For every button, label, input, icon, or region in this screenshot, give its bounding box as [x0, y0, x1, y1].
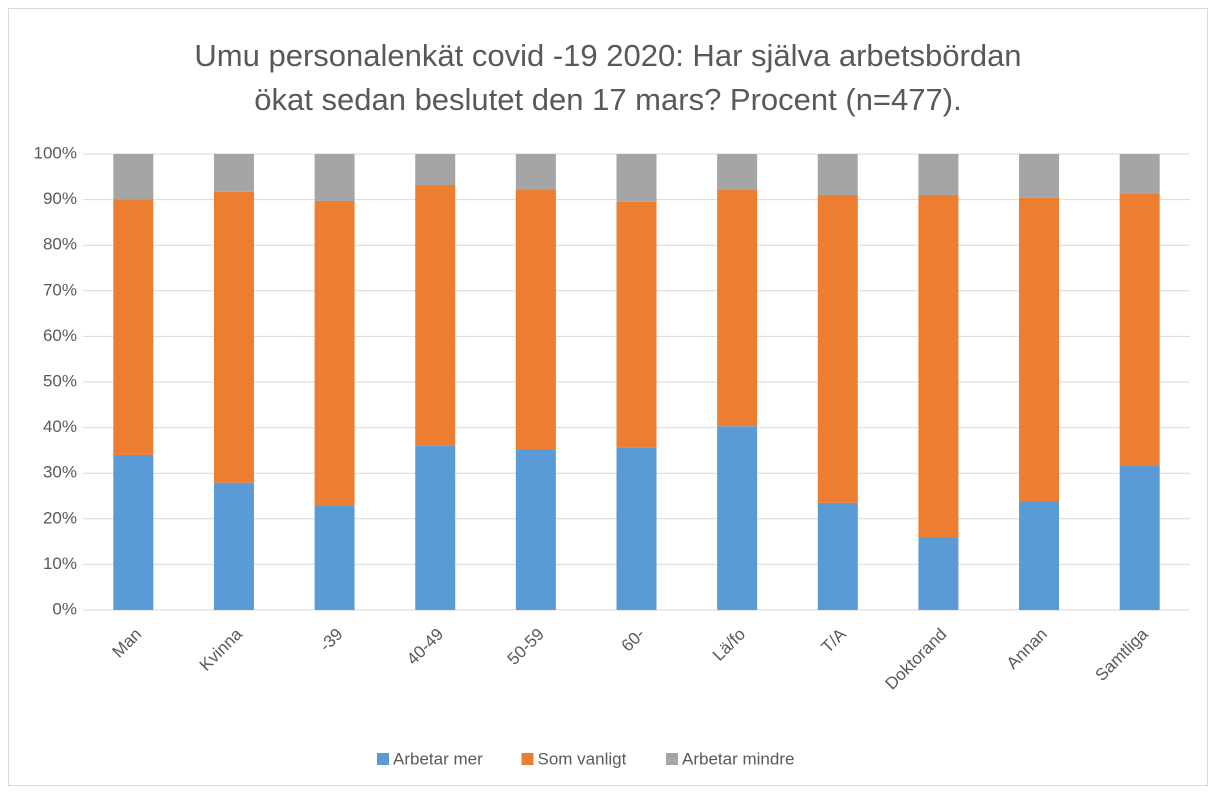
bar-segment — [1119, 465, 1160, 610]
bar-segment — [1019, 501, 1060, 610]
bar-segment — [817, 154, 858, 196]
bar-segment — [314, 154, 355, 201]
y-tick-label: 20% — [43, 508, 77, 527]
bar-segment — [1119, 193, 1160, 466]
chart-subtitle: ökat sedan beslutet den 17 mars? Procent… — [254, 82, 961, 117]
y-tick-label: 100% — [34, 143, 77, 162]
legend-swatch — [666, 753, 678, 765]
bar-segment — [717, 154, 758, 191]
bar-segment — [817, 195, 858, 503]
y-tick-label: 70% — [43, 280, 77, 299]
bar-segment — [717, 426, 758, 610]
bar-segment — [415, 185, 456, 446]
bar-segment — [213, 482, 254, 610]
chart-title: Umu personalenkät covid -19 2020: Har sj… — [194, 38, 1021, 73]
bar-segment — [616, 154, 657, 202]
bar-segment — [616, 201, 657, 448]
bar-segment — [515, 449, 556, 610]
legend-label: Arbetar mer — [393, 749, 483, 768]
bar-segment — [817, 502, 858, 610]
chart-border — [8, 8, 1208, 786]
bar-segment — [415, 154, 456, 186]
y-tick-label: 40% — [43, 417, 77, 436]
legend-label: Som vanligt — [538, 749, 627, 768]
bar-segment — [213, 191, 254, 483]
legend-swatch — [377, 753, 389, 765]
bar-segment — [515, 154, 556, 190]
bar-segment — [717, 190, 758, 427]
bar-segment — [314, 505, 355, 610]
bar-segment — [1019, 154, 1060, 198]
legend-swatch — [521, 753, 534, 765]
bar-segment — [113, 454, 154, 610]
y-tick-label: 80% — [43, 235, 77, 254]
y-tick-label: 30% — [43, 463, 77, 482]
bar-segment — [616, 447, 657, 610]
bar-segment — [314, 200, 355, 506]
bar-segment — [113, 199, 154, 455]
bar-segment — [1119, 154, 1160, 194]
bar-segment — [213, 154, 254, 192]
bar-segment — [918, 537, 959, 610]
y-tick-label: 60% — [43, 326, 77, 345]
y-tick-label: 50% — [43, 371, 77, 390]
y-tick-label: 10% — [43, 554, 77, 573]
legend-label: Arbetar mindre — [682, 749, 794, 768]
bar-segment — [918, 154, 959, 196]
y-tick-label: 0% — [52, 599, 77, 618]
bar-segment — [113, 154, 154, 200]
bar-segment — [415, 445, 456, 610]
bar-segment — [1019, 197, 1060, 502]
bar-segment — [515, 189, 556, 450]
y-tick-label: 90% — [43, 189, 77, 208]
bar-segment — [918, 195, 959, 538]
